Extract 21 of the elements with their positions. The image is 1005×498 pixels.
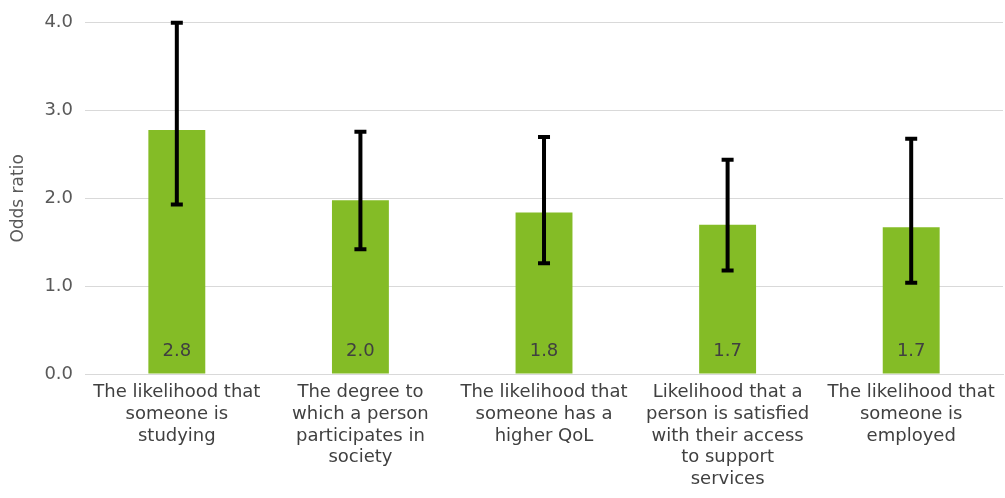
bar [699, 224, 757, 374]
bar [331, 200, 389, 374]
x-tick-label: The likelihood that someone has a higher QoL [459, 380, 628, 445]
bar [148, 129, 206, 374]
y-tick-label: 1.0 [44, 273, 74, 295]
y-axis-title: Odds ratio [6, 154, 27, 243]
data-label: 1.7 [896, 338, 926, 360]
x-tick-label: The likelihood that someone is studying [92, 380, 261, 445]
bar [515, 212, 573, 374]
x-tick-label: The degree to which a person participates in society [292, 380, 429, 467]
y-tick-label: 0.0 [44, 361, 74, 383]
y-tick-label: 2.0 [44, 186, 74, 208]
x-tick-label: Likelihood that a person is satisfied with their access to support services [646, 380, 810, 488]
y-tick-label: 4.0 [44, 10, 74, 32]
data-label: 2.0 [346, 338, 375, 360]
data-label: 1.7 [713, 338, 742, 360]
data-label: 1.8 [529, 338, 559, 360]
x-tick-label: The likelihood that someone is employed [826, 380, 995, 445]
data-label: 2.8 [162, 338, 192, 360]
bar [882, 227, 940, 374]
y-tick-label: 3.0 [44, 98, 74, 120]
